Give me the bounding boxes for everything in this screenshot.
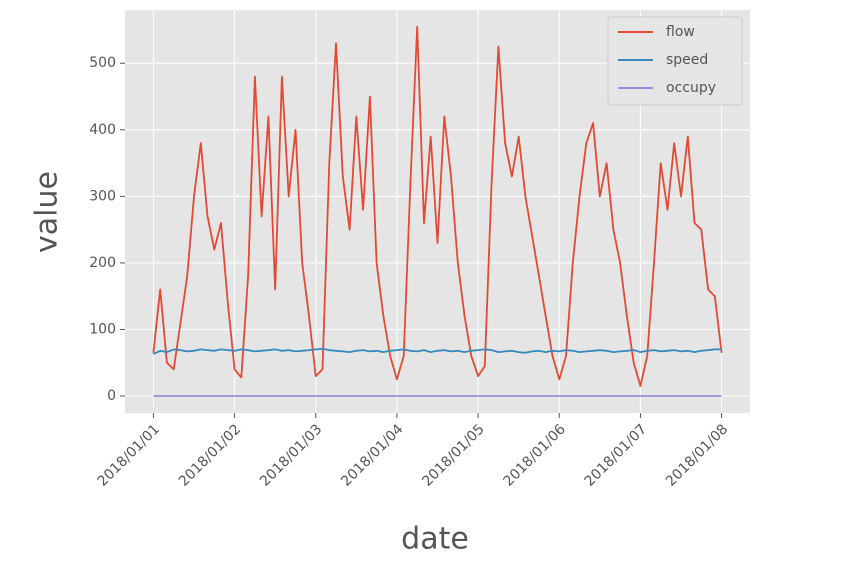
- x-tick-label: 2018/01/02: [176, 421, 244, 489]
- y-tick-label: 400: [89, 122, 116, 138]
- y-tick-label: 300: [89, 188, 116, 204]
- x-tick-label: 2018/01/04: [338, 421, 406, 489]
- x-tick-label: 2018/01/08: [663, 421, 731, 489]
- y-tick-label: 0: [107, 388, 116, 404]
- legend-label: flow: [666, 24, 695, 40]
- x-tick-label: 2018/01/05: [419, 421, 487, 489]
- y-axis-label: value: [30, 171, 65, 253]
- y-tick-label: 500: [89, 55, 116, 71]
- series-line: [153, 347, 722, 355]
- y-tick-label: 100: [89, 321, 116, 337]
- legend: flow speed occupy: [607, 16, 743, 106]
- legend-label: occupy: [666, 80, 716, 96]
- legend-label: speed: [666, 52, 708, 68]
- x-tick-label: 2018/01/06: [501, 421, 569, 489]
- x-tick-label: 2018/01/07: [582, 421, 650, 489]
- x-tick-label: 2018/01/01: [95, 421, 163, 489]
- x-tick-label: 2018/01/03: [257, 421, 325, 489]
- x-axis-label: date: [401, 522, 469, 557]
- legend-box: [607, 16, 743, 106]
- y-tick-label: 200: [89, 255, 116, 271]
- series-line: [152, 25, 723, 387]
